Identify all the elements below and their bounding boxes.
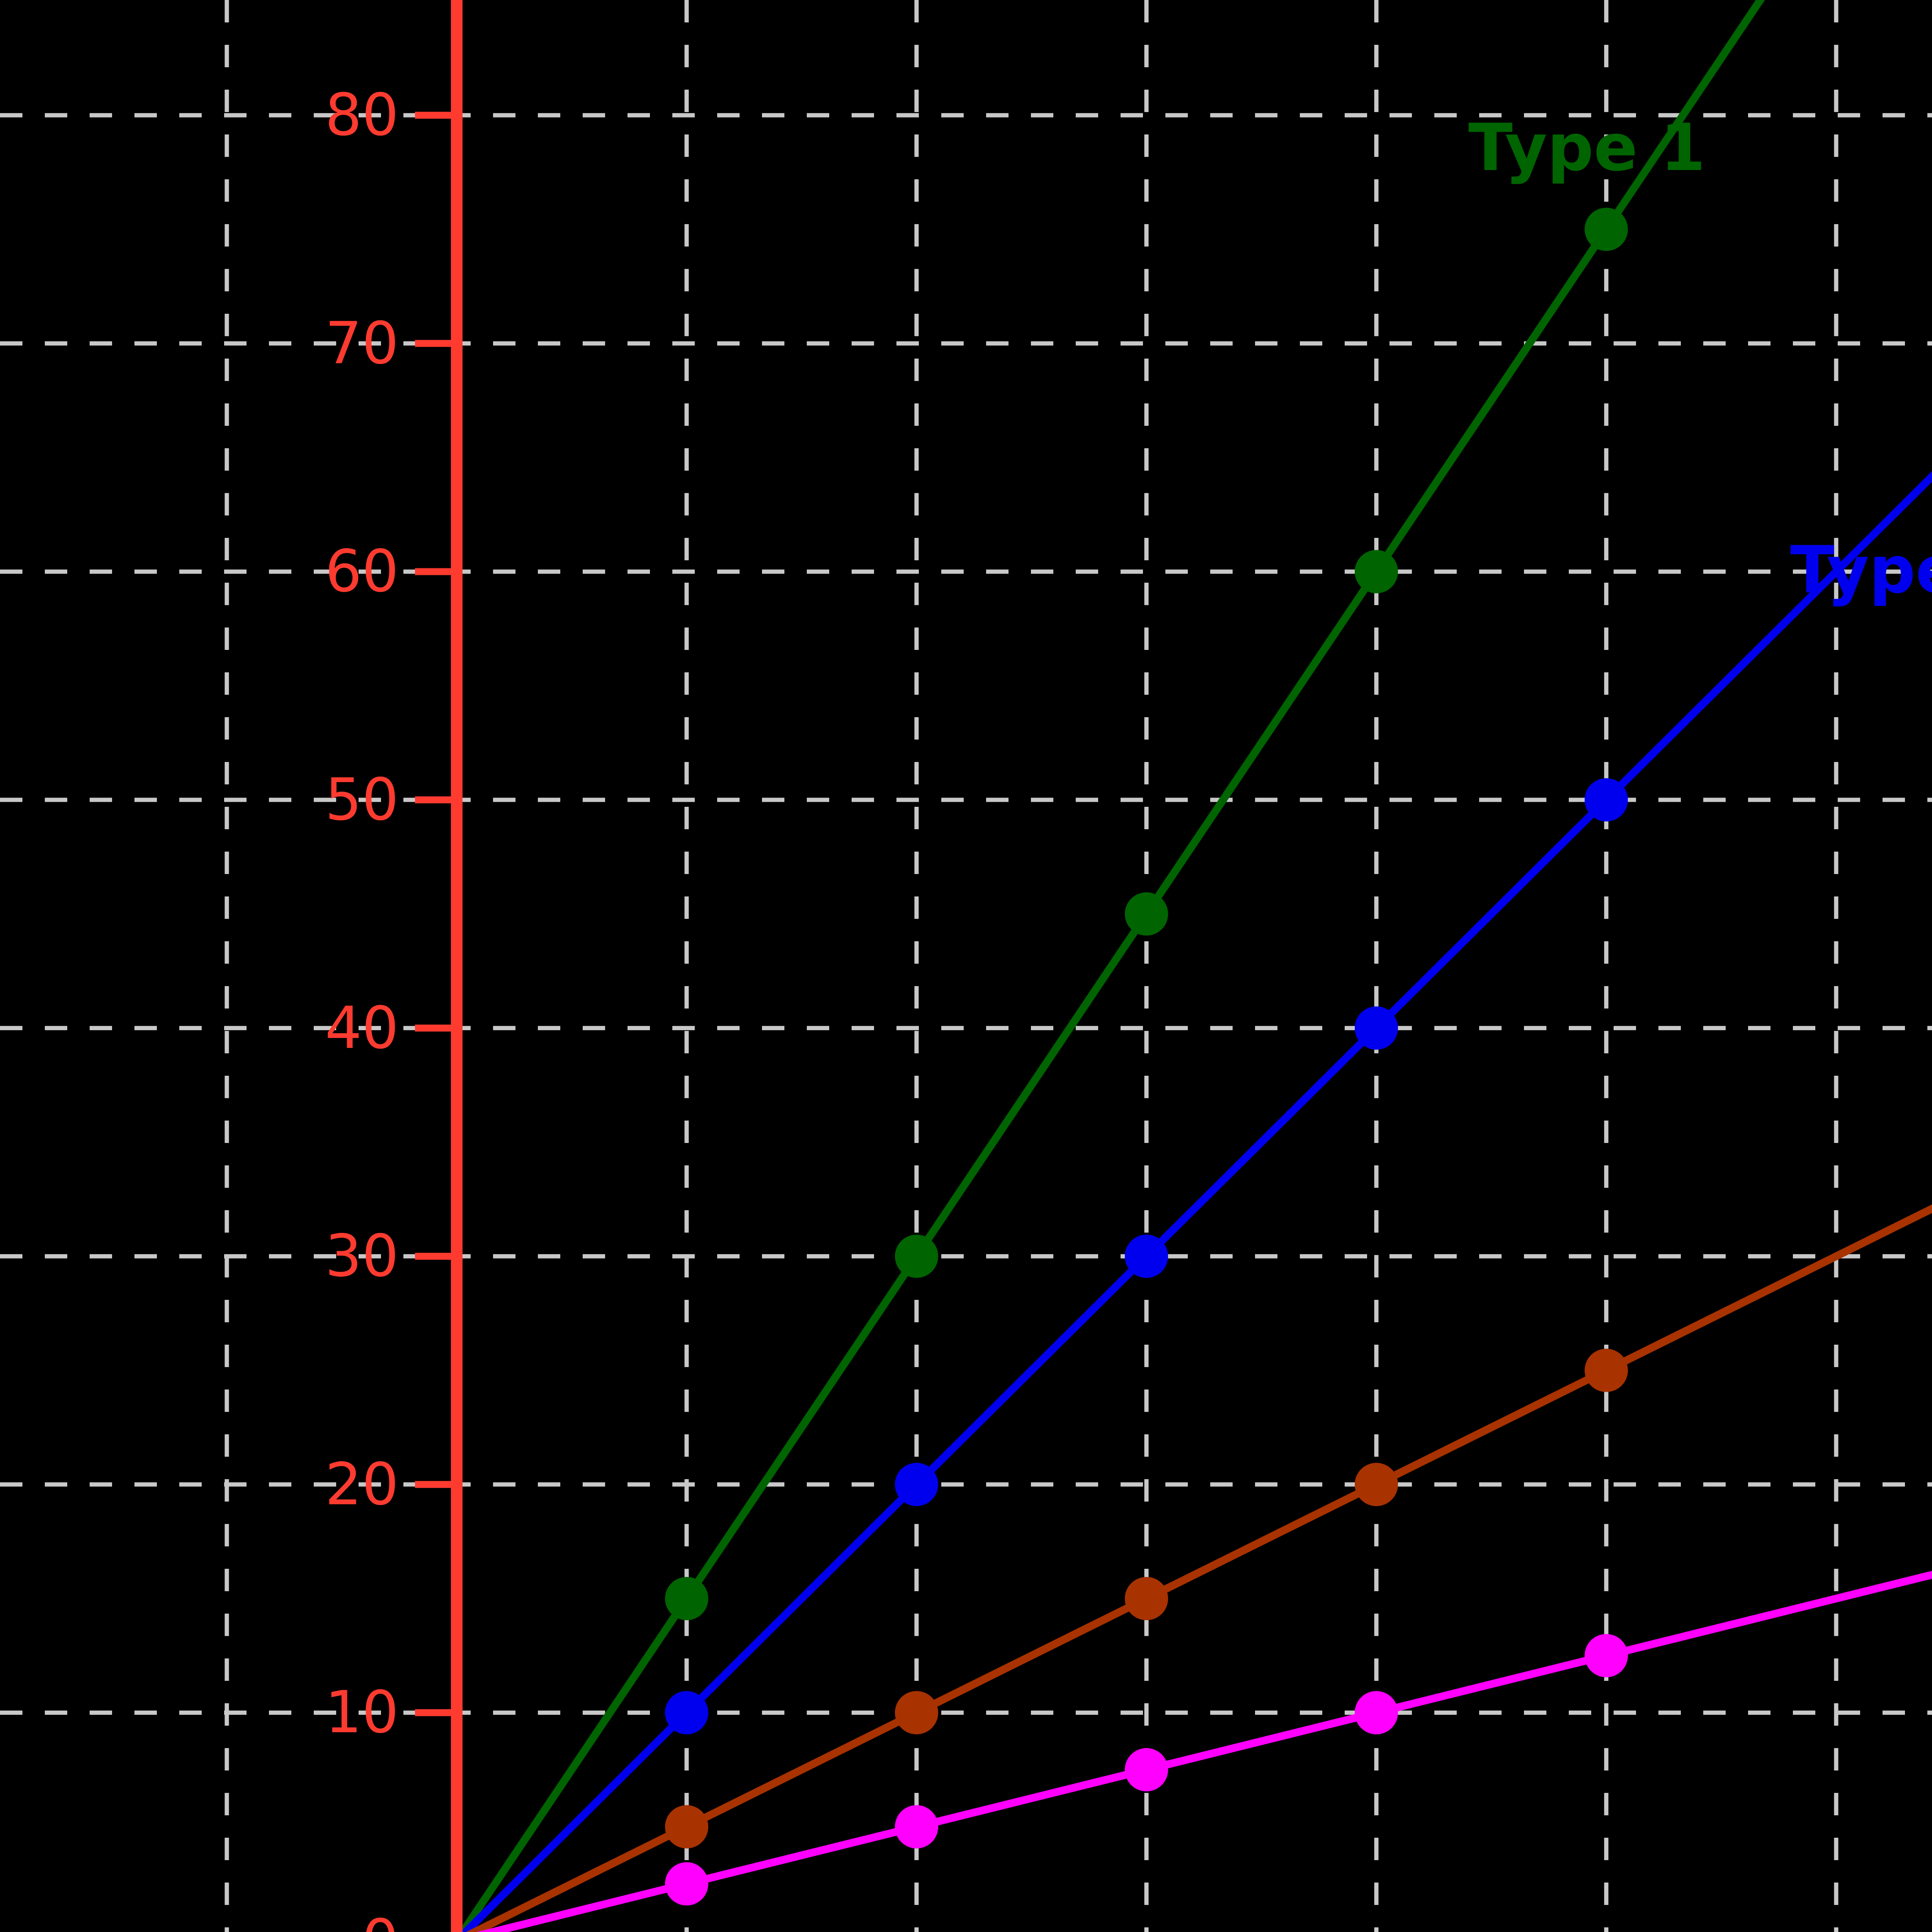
data-point-type-3[interactable] bbox=[895, 1691, 938, 1735]
y-axis-tick-label: 80 bbox=[325, 82, 399, 149]
data-point-type-1[interactable] bbox=[1355, 550, 1398, 594]
y-axis-tick-label: 30 bbox=[325, 1223, 399, 1290]
y-axis-tick-label: 40 bbox=[325, 994, 399, 1062]
y-axis-tick-label: 20 bbox=[325, 1451, 399, 1518]
y-axis-tick-label: 10 bbox=[325, 1679, 399, 1747]
series-line-type-4[interactable] bbox=[0, 1404, 1932, 1932]
data-point-type-3[interactable] bbox=[1125, 1577, 1168, 1621]
data-point-type-4[interactable] bbox=[665, 1862, 708, 1906]
y-axis-tick-label: 50 bbox=[325, 766, 399, 833]
data-point-type-1[interactable] bbox=[895, 1235, 938, 1278]
data-point-type-4[interactable] bbox=[1355, 1691, 1398, 1735]
data-point-type-2[interactable] bbox=[1125, 1235, 1168, 1278]
data-point-type-1[interactable] bbox=[1125, 892, 1168, 936]
series-label-type-2: Type 2 bbox=[1790, 532, 1932, 608]
data-point-type-2[interactable] bbox=[665, 1691, 708, 1735]
data-point-type-1[interactable] bbox=[665, 1577, 708, 1621]
series-line-type-3[interactable] bbox=[0, 866, 1932, 1932]
y-axis-tick-label: 70 bbox=[325, 310, 399, 377]
data-point-type-3[interactable] bbox=[1585, 1349, 1628, 1392]
data-point-type-2[interactable] bbox=[895, 1463, 938, 1506]
y-axis-tick-label: 60 bbox=[325, 538, 399, 605]
y-axis-tick-label: 0 bbox=[362, 1912, 399, 1932]
data-point-type-2[interactable] bbox=[1585, 778, 1628, 821]
series-label-type-1: Type 1 bbox=[1468, 110, 1706, 186]
data-point-type-4[interactable] bbox=[1585, 1634, 1628, 1677]
data-point-type-4[interactable] bbox=[895, 1805, 938, 1849]
data-point-type-3[interactable] bbox=[665, 1805, 708, 1849]
data-point-type-1[interactable] bbox=[1585, 207, 1628, 251]
data-point-type-4[interactable] bbox=[1125, 1748, 1168, 1792]
data-point-type-2[interactable] bbox=[1355, 1006, 1398, 1050]
data-point-type-3[interactable] bbox=[1355, 1463, 1398, 1506]
